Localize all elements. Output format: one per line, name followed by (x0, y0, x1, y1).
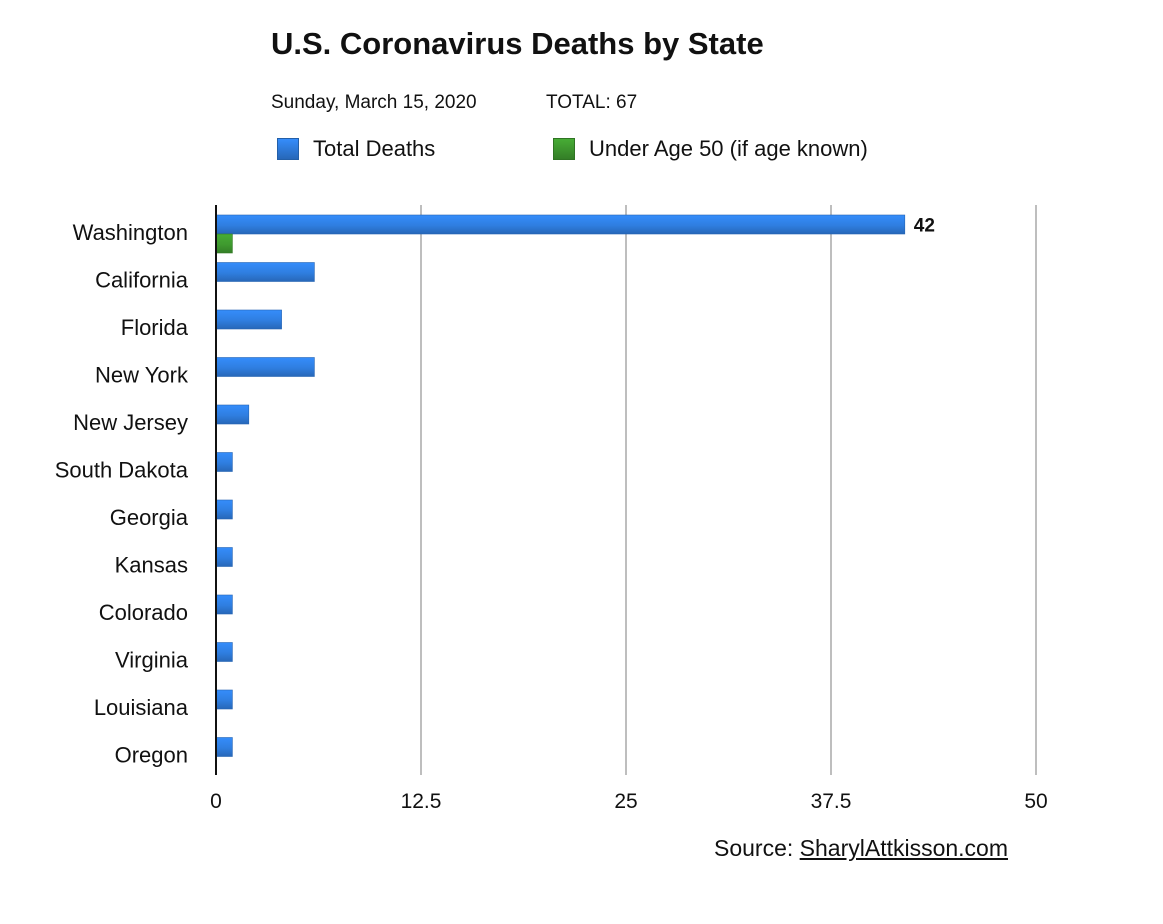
source-credit: Source: SharylAttkisson.com (714, 835, 1008, 862)
x-tick-label: 12.5 (401, 790, 442, 813)
legend-swatch-total-deaths (277, 138, 299, 160)
bar-california-total (215, 262, 315, 282)
x-tick-label: 37.5 (811, 790, 852, 813)
legend-item-under-50: Under Age 50 (if age known) (553, 136, 868, 162)
bar-oregon-total (215, 737, 233, 757)
bar-washington-under-50 (215, 233, 233, 254)
source-link[interactable]: SharylAttkisson.com (799, 835, 1009, 861)
bar-new-jersey-total (215, 404, 250, 425)
category-label: Louisiana (94, 695, 189, 720)
bar-florida-total (215, 309, 282, 330)
legend-item-total-deaths: Total Deaths (277, 136, 435, 162)
category-label: Georgia (110, 505, 189, 530)
bar-virginia-total (215, 642, 233, 662)
data-label: 42 (914, 216, 935, 237)
category-label: Oregon (115, 743, 188, 768)
chart-date: Sunday, March 15, 2020 (271, 92, 477, 113)
category-label: Florida (121, 315, 189, 340)
bar-new-york-total (215, 357, 315, 377)
chart-total: TOTAL: 67 (546, 92, 638, 113)
category-label: Colorado (99, 600, 188, 625)
bar-colorado-total (215, 594, 233, 615)
category-label: New York (95, 363, 189, 388)
category-label: South Dakota (55, 458, 189, 483)
legend-label-under-50: Under Age 50 (if age known) (589, 136, 868, 161)
x-tick-label: 0 (210, 790, 222, 813)
bar-kansas-total (215, 547, 233, 567)
category-label: Virginia (115, 648, 189, 673)
source-prefix: Source: (714, 835, 800, 861)
chart-title: U.S. Coronavirus Deaths by State (271, 26, 764, 61)
category-label: California (95, 268, 189, 293)
legend-swatch-under-50 (553, 138, 575, 160)
x-tick-label: 50 (1024, 790, 1047, 813)
category-label: Kansas (115, 553, 188, 578)
legend-label-total-deaths: Total Deaths (313, 136, 436, 161)
bar-louisiana-total (215, 689, 233, 710)
x-tick-label: 25 (614, 790, 637, 813)
category-label: Washington (73, 220, 188, 245)
bar-washington-total (215, 214, 906, 235)
bar-south-dakota-total (215, 452, 233, 472)
category-label: New Jersey (73, 410, 188, 435)
bar-georgia-total (215, 499, 233, 520)
